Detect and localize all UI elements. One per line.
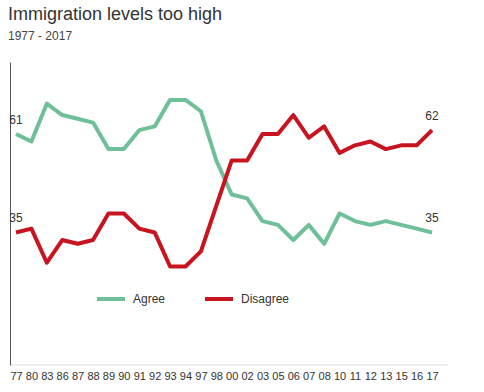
x-tick: 87: [72, 365, 84, 382]
x-tick: 86: [57, 365, 69, 382]
chart: Immigration levels too high 1977 - 2017 77…: [0, 0, 484, 392]
x-tick: 97: [195, 365, 207, 382]
x-tick: 10: [334, 365, 346, 382]
x-tick: 11: [350, 365, 361, 382]
x-tick: 16: [411, 365, 423, 382]
x-tick-label: 90: [118, 370, 130, 382]
x-tick-label: 15: [396, 370, 408, 382]
x-tick: 93: [164, 365, 176, 382]
x-tick-label: 10: [334, 370, 346, 382]
x-tick: 02: [241, 365, 253, 382]
x-tick-label: 03: [257, 370, 269, 382]
x-tick-label: 05: [272, 370, 284, 382]
x-tick: 12: [365, 365, 377, 382]
x-tick-label: 17: [426, 370, 438, 382]
data-label: 35: [425, 211, 439, 225]
x-tick: 98: [211, 365, 223, 382]
x-tick: 92: [149, 365, 161, 382]
x-tick: 07: [303, 365, 315, 382]
x-tick-label: 06: [288, 370, 300, 382]
x-tick-label: 13: [380, 370, 392, 382]
x-tick: 13: [380, 365, 392, 382]
x-tick: 88: [87, 365, 99, 382]
legend: Agree Disagree: [97, 292, 289, 306]
subtitle: 1977 - 2017: [8, 29, 72, 43]
x-tick-label: 07: [303, 370, 315, 382]
x-tick: 90: [118, 365, 130, 382]
x-tick-label: 89: [103, 370, 115, 382]
x-tick-label: 93: [164, 370, 176, 382]
x-tick-label: 12: [365, 370, 377, 382]
x-tick: 03: [257, 365, 269, 382]
x-axis-line: [10, 365, 448, 366]
data-labels: 61 35 35 62: [9, 109, 439, 225]
x-tick-label: 16: [411, 370, 423, 382]
x-tick-label: 98: [211, 370, 223, 382]
data-label: 35: [9, 211, 23, 225]
x-tick: 15: [396, 365, 408, 382]
line-1: [16, 100, 432, 244]
legend-swatch: [97, 297, 125, 301]
x-tick-label: 91: [134, 370, 146, 382]
x-tick: 94: [180, 365, 192, 382]
x-tick-label: 77: [10, 370, 22, 382]
x-tick-label: 83: [41, 370, 53, 382]
x-tick: 17: [426, 365, 438, 382]
x-tick-label: 86: [57, 370, 69, 382]
x-tick: 91: [134, 365, 146, 382]
title: Immigration levels too high: [8, 4, 222, 24]
data-label: 62: [425, 109, 439, 123]
x-tick: 05: [272, 365, 284, 382]
x-tick: 06: [288, 365, 300, 382]
line-2: [16, 115, 432, 267]
data-label: 61: [9, 113, 23, 127]
x-tick-label: 02: [241, 370, 253, 382]
x-tick: 80: [26, 365, 38, 382]
x-tick: 77: [10, 365, 22, 382]
plot-area: [16, 100, 432, 267]
x-tick: 08: [319, 365, 331, 382]
legend-label: Disagree: [241, 292, 289, 306]
x-tick-label: 08: [319, 370, 331, 382]
x-tick-label: 11: [350, 370, 361, 382]
legend-label: Agree: [133, 292, 165, 306]
x-tick-label: 97: [195, 370, 207, 382]
x-tick-label: 88: [87, 370, 99, 382]
x-tick: 83: [41, 365, 53, 382]
x-tick-label: 80: [26, 370, 38, 382]
x-axis: 77 8083 868788 8990 919293 9497 980002 0305 0607…: [10, 365, 448, 382]
x-tick-label: 87: [72, 370, 84, 382]
x-tick-label: 92: [149, 370, 161, 382]
x-tick: 89: [103, 365, 115, 382]
x-tick: 00: [226, 365, 238, 382]
x-tick-label: 00: [226, 370, 238, 382]
legend-swatch: [205, 297, 233, 301]
x-tick-label: 94: [180, 370, 192, 382]
